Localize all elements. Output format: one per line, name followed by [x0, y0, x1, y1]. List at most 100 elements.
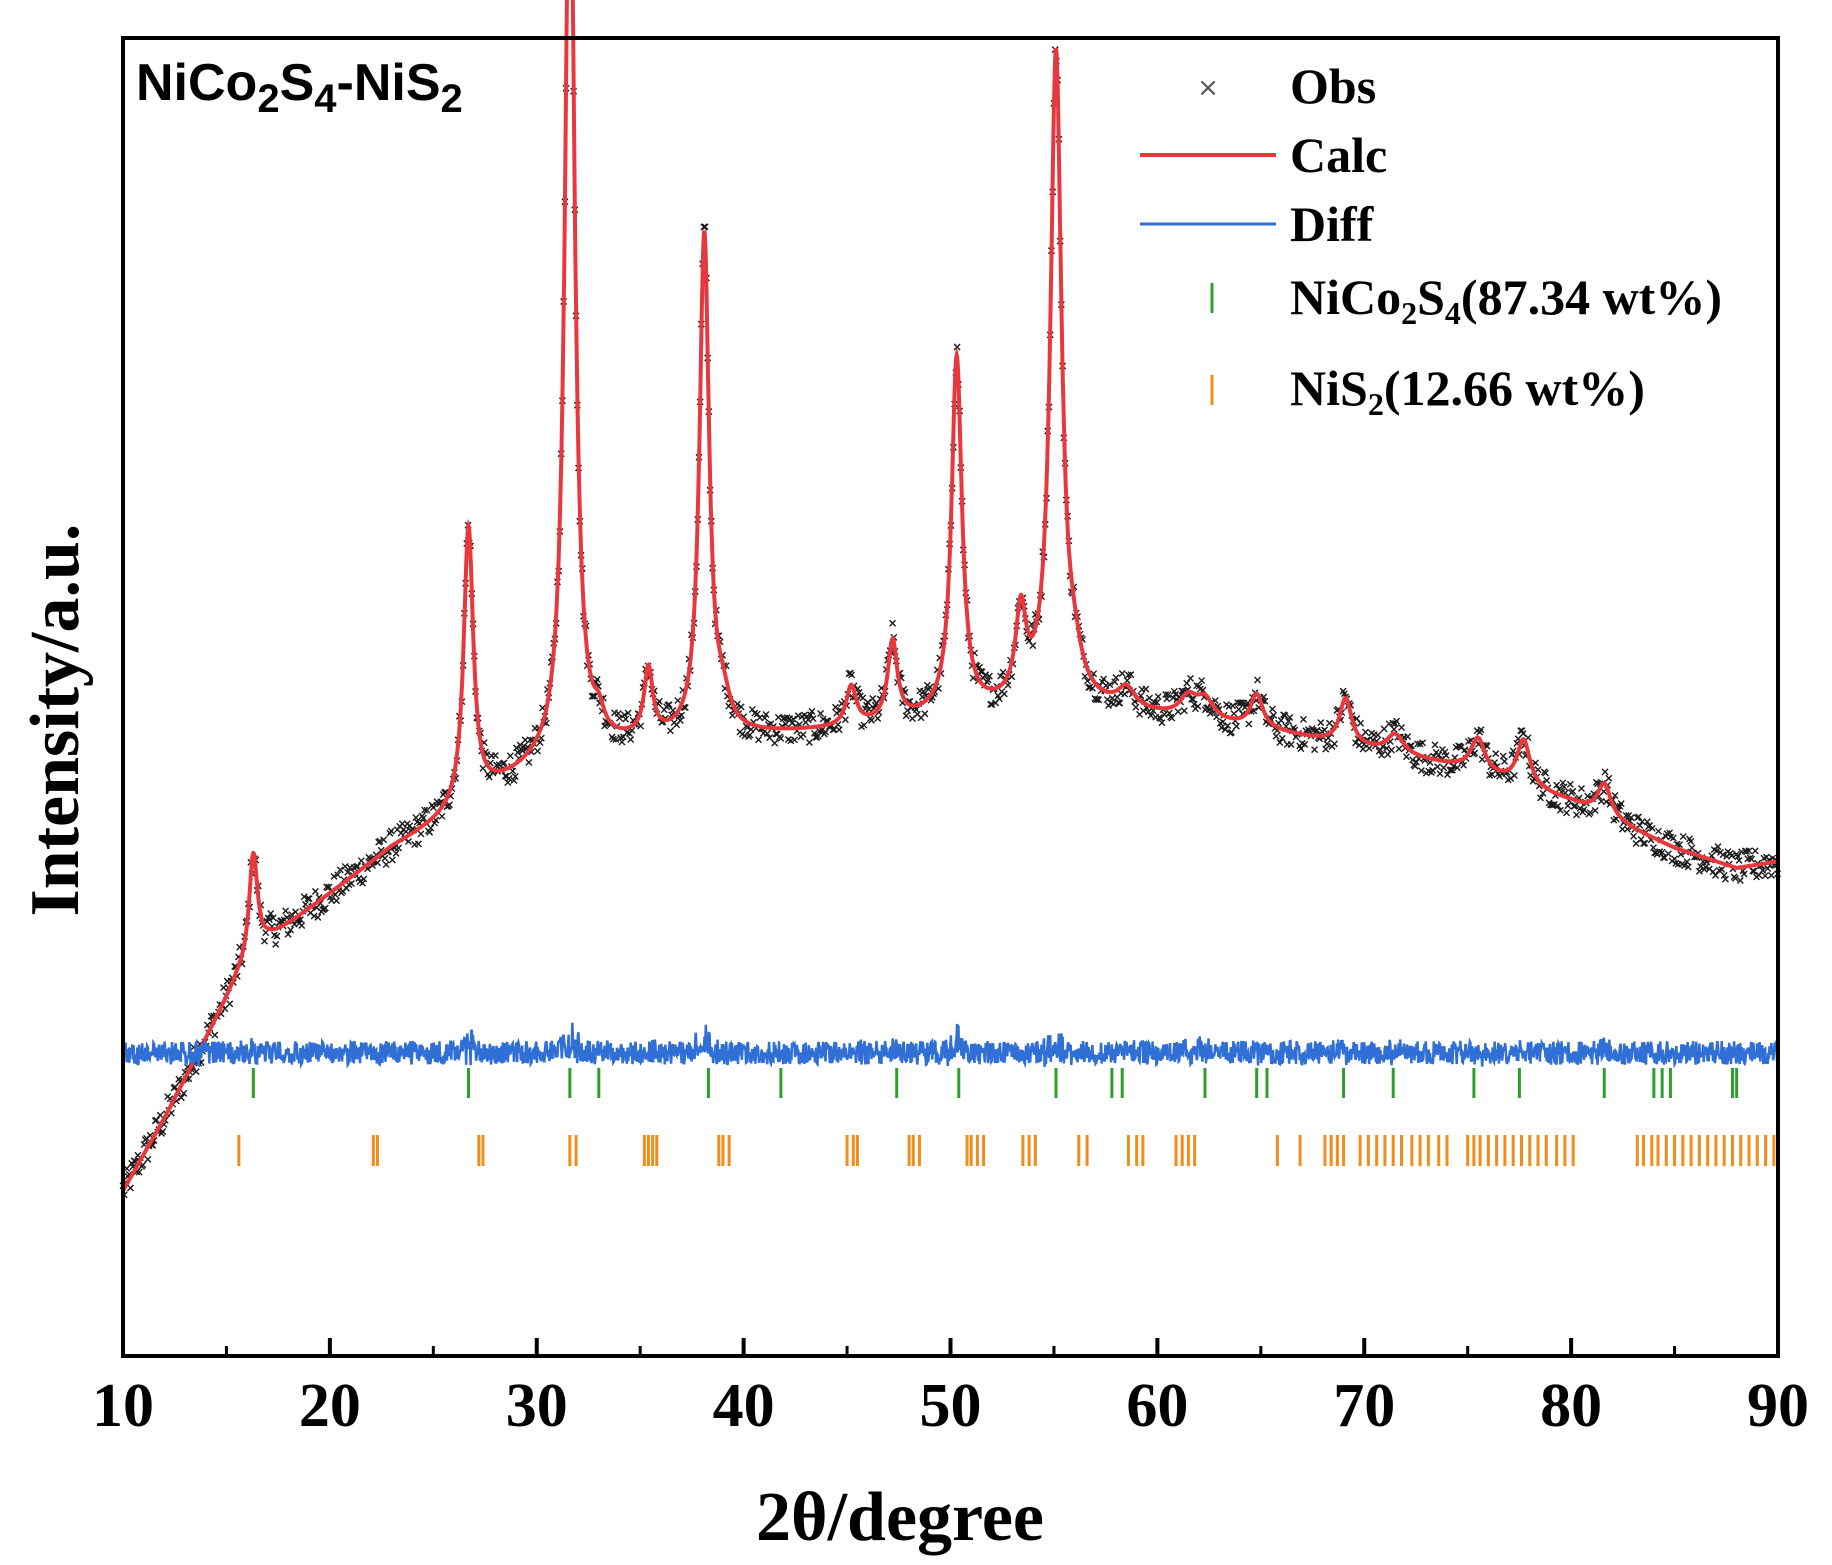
- obs-point: [701, 223, 709, 231]
- obs-point: [1278, 734, 1286, 742]
- obs-point: [347, 879, 355, 887]
- obs-point: [1388, 746, 1396, 754]
- obs-point: [867, 716, 875, 724]
- obs-point: [1499, 752, 1507, 760]
- obs-point: [536, 739, 544, 747]
- obs-point: [1550, 800, 1558, 808]
- obs-point: [1648, 824, 1656, 832]
- obs-point: [382, 860, 390, 868]
- obs-point: [1088, 684, 1096, 692]
- obs-point: [1213, 713, 1221, 721]
- obs-point: [864, 698, 872, 706]
- obs-point: [1376, 746, 1384, 754]
- obs-point: [1330, 740, 1338, 748]
- obs-point: [1112, 674, 1120, 682]
- obs-point: [1440, 764, 1448, 772]
- obs-point: [301, 900, 309, 908]
- obs-point: [655, 697, 663, 705]
- obs-point: [1180, 707, 1188, 715]
- obs-point: [1277, 716, 1285, 724]
- obs-point: [791, 736, 799, 744]
- obs-point: [1680, 862, 1688, 870]
- obs-point: [427, 824, 435, 832]
- obs-point: [819, 715, 827, 723]
- obs-point: [678, 711, 686, 719]
- obs-point: [1442, 751, 1450, 759]
- obs-point: [1390, 725, 1398, 733]
- obs-point: [412, 814, 420, 822]
- x-tick-label: 70: [1333, 1372, 1395, 1440]
- obs-point: [1299, 715, 1307, 723]
- obs-point: [1556, 806, 1564, 814]
- obs-point: [1121, 690, 1129, 698]
- obs-point: [1630, 832, 1638, 840]
- obs-point: [1147, 712, 1155, 720]
- obs-point: [1402, 753, 1410, 761]
- obs-point: [334, 871, 342, 879]
- obs-point: [311, 887, 319, 895]
- obs-point: [1160, 710, 1168, 718]
- obs-point: [999, 668, 1007, 676]
- obs-point: [753, 710, 761, 718]
- obs-point: [809, 715, 817, 723]
- obs-point: [359, 879, 367, 887]
- obs-point: [1601, 768, 1609, 776]
- phase1-reflection-ticks: [251, 1068, 1739, 1098]
- obs-point: [666, 727, 674, 735]
- obs-point: [771, 739, 779, 747]
- obs-point: [525, 758, 533, 766]
- obs-point: [419, 814, 427, 822]
- obs-point: [1250, 707, 1258, 715]
- legend-calc-label: Calc: [1290, 127, 1387, 183]
- obs-point: [1311, 746, 1319, 754]
- obs-point: [479, 764, 487, 772]
- obs-point: [1510, 772, 1518, 780]
- obs-point: [153, 1116, 161, 1124]
- obs-point: [1232, 722, 1240, 730]
- obs-point: [622, 715, 630, 723]
- obs-point: [357, 857, 365, 865]
- obs-point: [1276, 739, 1284, 747]
- obs-point: [1532, 759, 1540, 767]
- obs-point: [330, 872, 338, 880]
- obs-point: [1194, 702, 1202, 710]
- obs-point: [1272, 732, 1280, 740]
- obs-point: [1457, 743, 1465, 751]
- obs-point: [1321, 726, 1329, 734]
- obs-point: [985, 672, 993, 680]
- obs-point: [305, 895, 313, 903]
- obs-point: [1643, 818, 1651, 826]
- obs-point: [1740, 870, 1748, 878]
- obs-point: [1116, 699, 1124, 707]
- obs-point: [1395, 745, 1403, 753]
- plot-area: [119, 0, 1782, 1199]
- obs-point: [681, 704, 689, 712]
- obs-point: [1560, 783, 1568, 791]
- obs-point: [766, 734, 774, 742]
- obs-point: [500, 759, 508, 767]
- obs-point: [387, 827, 395, 835]
- obs-point: [1301, 740, 1309, 748]
- x-axis-title: 2θ/degree: [756, 1479, 1044, 1556]
- obs-point: [284, 930, 292, 938]
- obs-point: [1573, 811, 1580, 819]
- y-axis-title: Intensity/a.u.: [17, 524, 94, 917]
- obs-point: [1417, 767, 1425, 775]
- obs-point: [1477, 726, 1485, 734]
- x-tick-label: 30: [506, 1372, 568, 1440]
- obs-point: [1461, 746, 1469, 754]
- legend: × Obs Calc Diff NiCo2S4(87.34 wt%) NiS2(…: [1140, 58, 1722, 422]
- obs-point: [997, 672, 1005, 680]
- obs-point: [1000, 690, 1008, 698]
- obs-point: [920, 687, 928, 695]
- obs-point: [1761, 872, 1769, 880]
- obs-point: [1144, 708, 1152, 716]
- obs-point: [1728, 852, 1736, 860]
- obs-point: [624, 709, 632, 717]
- title-part-main: NiCo: [136, 54, 257, 112]
- x-tick-label: 60: [1126, 1372, 1188, 1440]
- obs-point: [1611, 792, 1619, 800]
- obs-point: [336, 866, 344, 874]
- obs-point: [1389, 719, 1397, 727]
- obs-point: [341, 862, 349, 870]
